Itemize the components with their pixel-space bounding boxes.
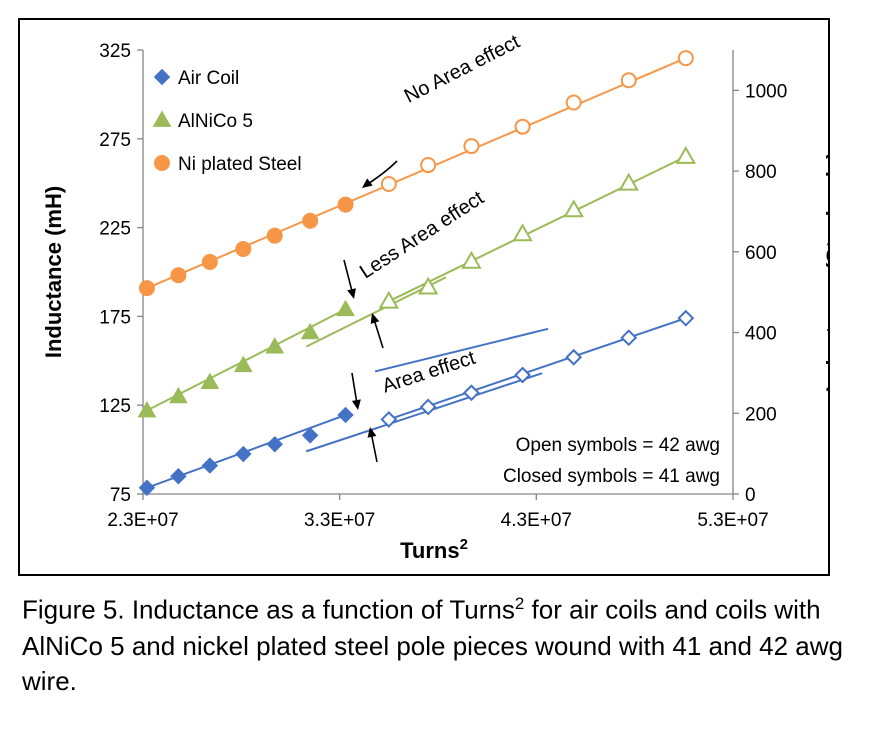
data-point-circle [235,240,252,257]
data-point-circle [677,50,694,67]
arrow-shaft [370,432,378,463]
arrow-shaft [373,318,384,349]
data-point-circle [514,118,531,135]
arrow-head [370,313,380,324]
figure-caption: Figure 5. Inductance as a function of Tu… [22,592,862,700]
legend-marker-diamond [153,68,171,86]
legend-label: Air Coil [178,68,239,89]
y-tick-label: 175 [99,307,131,328]
data-point-circle [266,227,283,244]
data-point-triangle [137,401,157,418]
data-point-diamond [301,427,319,444]
data-point-triangle [169,386,188,404]
arrow-shaft [343,259,354,294]
data-point-diamond [170,468,187,485]
symbol-note: Closed symbols = 41 awg [503,466,720,487]
y-tick-label: 275 [99,130,131,151]
data-point-triangle [618,172,639,191]
data-point-diamond [380,410,398,428]
y2-tick-label: 0 [745,485,756,506]
data-point-triangle [336,299,355,317]
data-point-diamond [419,398,437,416]
arrow-head [362,178,373,188]
fit-line [305,372,543,453]
legend-marker-circle [154,155,170,171]
legend-label: Ni plated Steel [178,154,302,175]
x-tick-label: 2.3E+07 [107,510,178,531]
data-point-triangle [378,290,400,309]
data-point-circle [565,94,582,111]
caption-superscript: 2 [514,594,525,613]
inductance-chart: 75 125 175 225 275 325 0 200 400 600 800 1000 2.3E+0… [41,31,828,563]
data-point-diamond [235,445,252,463]
y-tick-label: 325 [99,41,131,62]
legend-marker-triangle [152,110,172,127]
data-point-circle [620,72,637,89]
annotation-label: No Area effect [401,31,524,108]
data-point-triangle [461,250,482,269]
data-point-triangle [300,322,320,340]
caption-suffix: for air coils and coils with AlNiCo 5 an… [22,594,843,697]
x-axis-title-text: Turns [400,538,459,563]
data-point-triangle [233,355,253,373]
y-axis-title: Inductance (mH) [41,186,66,358]
data-point-triangle [200,372,220,389]
caption-prefix: Figure 5. Inductance as a function of Tu… [22,594,515,625]
legend-label: AlNiCo 5 [178,111,253,132]
y2-axis-title: Inductance (Steel only) [822,152,828,393]
annotation-label: Area effect [380,347,479,398]
arrow-head [367,427,377,438]
data-point-triangle [512,223,533,242]
data-point-circle [380,176,397,193]
x-axis-title: Turns2 [400,536,468,563]
x-tick-label: 5.3E+07 [697,510,768,531]
data-point-circle [463,138,480,155]
symbol-note: Open symbols = 42 awg [516,435,720,456]
data-point-triangle [265,337,285,354]
data-point-diamond [138,479,156,496]
data-point-diamond [337,406,354,424]
data-point-triangle [675,146,697,164]
data-point-diamond [620,329,638,347]
data-point-diamond [463,384,480,402]
data-point-triangle [563,199,584,218]
fit-line [388,317,687,421]
fit-line [388,155,687,303]
arrow-head [351,399,361,410]
y-tick-label: 125 [99,396,131,417]
data-point-circle [170,267,187,284]
x-tick-label: 3.3E+07 [304,510,375,531]
data-point-diamond [565,348,583,366]
x-tick-label: 4.3E+07 [501,510,572,531]
data-point-circle [337,196,354,213]
data-point-triangle [417,276,439,295]
y2-tick-label: 400 [745,324,777,345]
annotation-label: Less Area effect [356,187,488,284]
arrow-shaft [351,372,358,405]
figure-frame: 75 125 175 225 275 325 0 200 400 600 800 1000 2.3E+0… [18,18,830,576]
data-point-diamond [266,436,283,453]
y-tick-label: 225 [99,219,131,240]
x-axis-title-superscript: 2 [460,536,468,553]
data-point-circle [420,157,437,174]
data-point-circle [138,280,155,297]
y-tick-label: 75 [110,485,131,506]
data-point-circle [302,212,319,229]
y2-tick-label: 200 [745,404,777,425]
data-point-diamond [514,366,531,384]
data-point-circle [201,253,218,270]
y2-tick-label: 800 [745,162,777,183]
fit-line [374,327,549,373]
arrow-head [347,288,356,299]
y2-tick-label: 600 [745,243,777,264]
data-point-diamond [201,457,219,474]
data-point-diamond [677,309,695,327]
y2-tick-label: 1000 [745,81,787,102]
